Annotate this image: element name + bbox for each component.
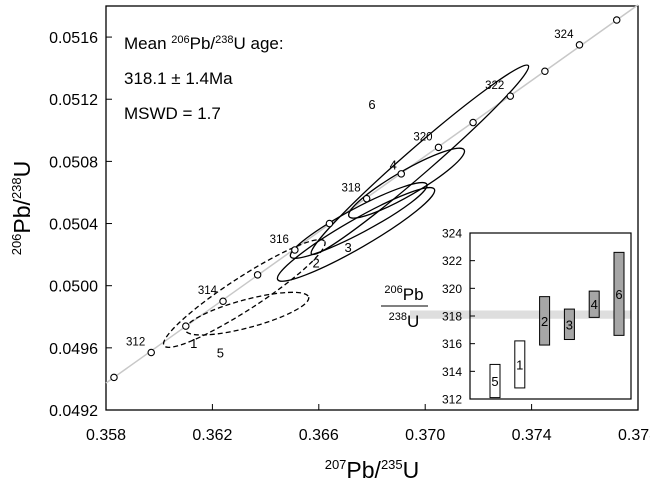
- concordia-age-label: 314: [198, 285, 218, 297]
- concordia-point: [362, 194, 371, 203]
- x-tick-label: 0.370: [405, 427, 445, 444]
- inset-age-box-2: [539, 296, 551, 346]
- concordia-point: [219, 297, 227, 305]
- inset-age-chart: 312 314 316 318 320 322 324 5 1 2 3 4 6 206Pb 238U: [381, 227, 632, 407]
- ellipse-labels: 1 5 2 3 4 6: [190, 97, 397, 361]
- inset-mean-band: [410, 310, 631, 319]
- y-tick-label: 0.0508: [49, 154, 98, 171]
- concordia-point: [291, 246, 299, 254]
- y-tick-label: 0.0492: [49, 403, 98, 420]
- mean-age-text: Mean 206Pb/238U age:: [124, 34, 284, 53]
- x-tick-label: 0.362: [192, 427, 232, 444]
- mean-age-value: 318.1 ± 1.4Ma: [124, 69, 233, 88]
- x-axis-ticks: 0.358 0.362 0.366 0.370 0.374 0.378: [86, 404, 650, 444]
- inset-tick-label: 320: [442, 282, 462, 296]
- concordia-point: [575, 41, 584, 49]
- inset-box-label-4: 4: [591, 297, 598, 312]
- concordia-age-label: 316: [270, 234, 289, 246]
- x-tick-label: 0.366: [299, 427, 339, 444]
- error-ellipses: [162, 64, 530, 348]
- y-tick-label: 0.0504: [49, 217, 98, 234]
- x-tick-label: 0.378: [618, 427, 650, 444]
- ellipse-label-1: 1: [190, 336, 197, 351]
- y-tick-label: 0.0516: [49, 30, 98, 47]
- concordia-point: [325, 219, 334, 228]
- concordia-point: [147, 348, 155, 357]
- error-ellipse-1: [162, 238, 326, 348]
- concordia-point: [253, 271, 262, 279]
- concordia-point: [397, 170, 406, 178]
- concordia-curve: [105, 4, 639, 384]
- inset-box-label-1: 1: [516, 357, 523, 372]
- inset-box-label-3: 3: [566, 317, 573, 332]
- concordia-point: [612, 16, 621, 24]
- x-axis-title: 207Pb/235U: [325, 457, 420, 483]
- concordia-point: [541, 67, 549, 76]
- inset-tick-label: 312: [442, 393, 462, 407]
- inset-ylabel: 206Pb 238U: [381, 284, 428, 331]
- inset-tick-label: 318: [442, 310, 462, 324]
- svg-text:206Pb: 206Pb: [384, 284, 423, 304]
- concordia-point: [182, 322, 190, 330]
- inset-age-box-3: [563, 308, 575, 341]
- svg-text:238U: 238U: [389, 311, 420, 331]
- concordia-point: [469, 118, 477, 127]
- inset-box-label-6: 6: [615, 287, 622, 302]
- inset-box-label-5: 5: [491, 374, 498, 389]
- concordia-age-label: 320: [413, 131, 432, 143]
- inset-tick-label: 314: [442, 365, 462, 379]
- inset-tick-label: 322: [442, 254, 462, 268]
- error-ellipse-6: [310, 64, 530, 256]
- inset-age-boxes: 5 1 2 3 4 6: [489, 251, 625, 399]
- inset-box-label-2: 2: [541, 314, 548, 329]
- inset-y-ticks: 312 314 316 318 320 322 324: [442, 227, 475, 407]
- concordia-point: [434, 143, 443, 152]
- concordia-age-label: 318: [341, 183, 360, 195]
- y-tick-label: 0.0496: [49, 341, 98, 358]
- y-tick-label: 0.0500: [49, 279, 98, 296]
- concordia-age-label: 312: [126, 337, 145, 349]
- inset-age-box-4: [588, 290, 600, 318]
- inset-age-box-6: [613, 251, 625, 336]
- error-ellipse-3: [289, 181, 428, 259]
- ellipse-label-6: 6: [368, 97, 375, 112]
- mswd-text: MSWD = 1.7: [124, 104, 221, 123]
- x-tick-label: 0.358: [86, 427, 126, 444]
- concordia-age-label: 324: [554, 29, 574, 41]
- y-tick-label: 0.0512: [49, 92, 98, 109]
- inset-age-box-5: [489, 363, 501, 399]
- concordia-point: [110, 373, 118, 382]
- ellipse-label-2: 2: [313, 255, 320, 270]
- concordia-age-label: 322: [485, 80, 504, 92]
- concordia-point: [506, 92, 515, 100]
- ellipse-label-5: 5: [217, 346, 224, 361]
- error-ellipse-5: [184, 291, 310, 336]
- plot-frame: [105, 5, 639, 411]
- ellipse-label-4: 4: [390, 157, 397, 172]
- inset-tick-label: 316: [442, 337, 462, 351]
- x-tick-label: 0.374: [512, 427, 552, 444]
- ellipse-label-3: 3: [344, 240, 351, 255]
- error-ellipse-4: [348, 147, 466, 219]
- y-axis-title: 206Pb/238U: [9, 161, 35, 256]
- error-ellipse-2: [276, 186, 436, 282]
- inset-age-box-1: [514, 340, 526, 389]
- y-axis-ticks: 0.0492 0.0496 0.0500 0.0504 0.0508 0.0512 0.05…: [49, 30, 112, 420]
- inset-tick-label: 324: [442, 227, 462, 241]
